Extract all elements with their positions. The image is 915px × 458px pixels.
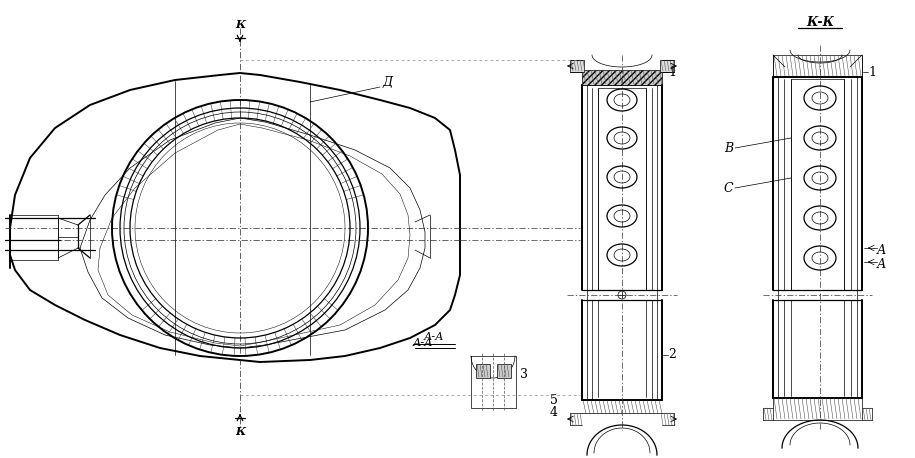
Text: А: А: [877, 244, 887, 256]
Bar: [773, 55, 862, 77]
Bar: [582, 70, 662, 85]
Text: 3: 3: [520, 369, 528, 382]
Bar: [570, 60, 584, 72]
Text: А: А: [877, 257, 887, 271]
Text: В: В: [724, 142, 733, 154]
Bar: [660, 60, 674, 72]
Text: С: С: [724, 181, 733, 195]
Bar: [773, 398, 862, 420]
Text: А-А: А-А: [413, 338, 434, 348]
Text: 1: 1: [668, 65, 676, 78]
Text: 4: 4: [550, 405, 558, 419]
Text: К: К: [235, 426, 245, 437]
Text: К-К: К-К: [806, 16, 834, 28]
Text: Д: Д: [382, 76, 393, 89]
Bar: [497, 364, 511, 378]
Bar: [476, 364, 490, 378]
Text: 1: 1: [868, 65, 876, 78]
Bar: [598, 88, 646, 290]
Text: К: К: [235, 19, 245, 30]
Text: 2: 2: [668, 349, 676, 361]
Text: А-А: А-А: [424, 332, 445, 342]
Text: 5: 5: [550, 393, 558, 407]
Bar: [791, 79, 844, 290]
